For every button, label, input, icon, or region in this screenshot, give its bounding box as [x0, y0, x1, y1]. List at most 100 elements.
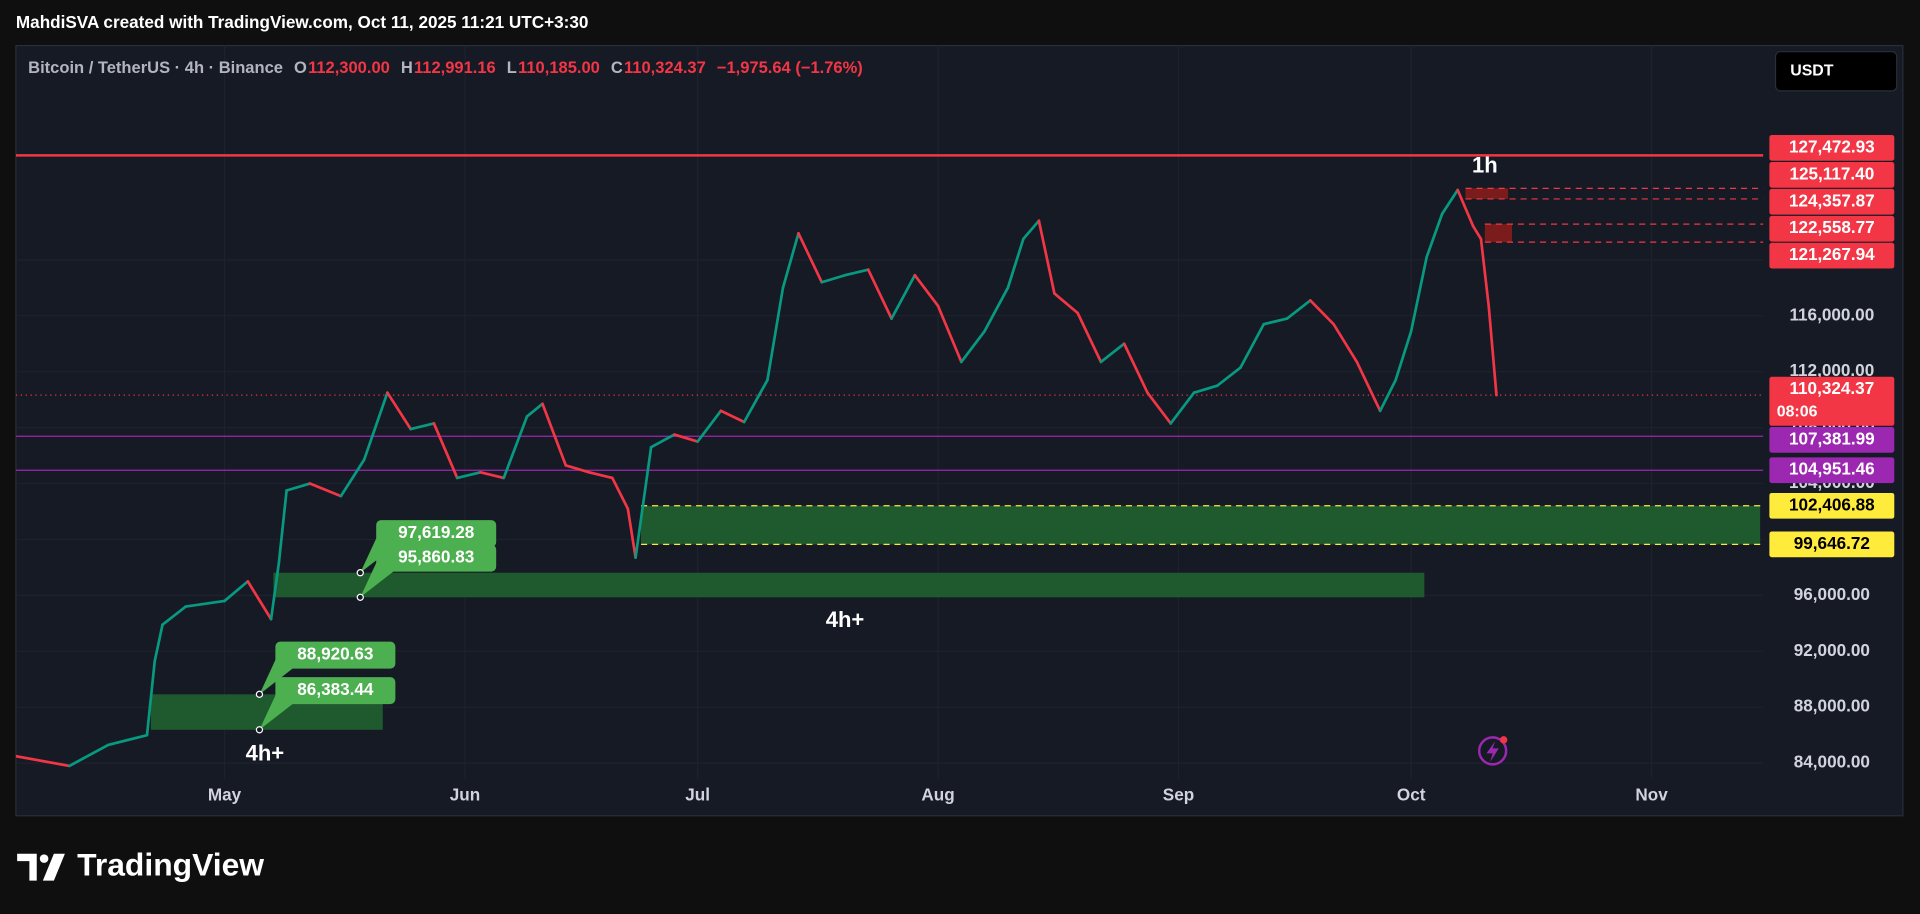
price-segment	[843, 268, 870, 277]
price-label: 99,646.72	[1794, 533, 1870, 553]
price-segment	[1076, 311, 1103, 364]
logo-mark	[17, 853, 37, 881]
price-segment	[626, 507, 637, 559]
price-label-box	[1769, 376, 1895, 426]
price-segment	[1487, 304, 1498, 397]
price-segment	[339, 458, 366, 498]
price-segment	[277, 489, 288, 565]
price-segment	[983, 286, 1010, 333]
callout-box	[376, 520, 497, 548]
price-segment	[223, 580, 250, 603]
price-label: 102,406.88	[1789, 494, 1875, 514]
price-label-box	[1769, 457, 1895, 484]
price-segment	[1479, 237, 1491, 308]
x-tick-label: Aug	[921, 785, 954, 805]
zone	[641, 505, 1761, 545]
price-segment	[161, 605, 188, 627]
x-tick-label: Sep	[1163, 785, 1194, 805]
callout-label: 95,860.83	[398, 547, 474, 567]
price-label-box	[1769, 242, 1895, 269]
price-segment	[890, 273, 917, 320]
price-segment	[432, 422, 459, 480]
callout-label: 88,920.63	[297, 644, 373, 664]
y-tick-label: 96,000.00	[1794, 584, 1870, 604]
price-segment	[525, 402, 544, 418]
price-segment	[184, 599, 226, 608]
x-tick-label: Jun	[450, 785, 480, 805]
price-segment	[936, 304, 963, 364]
ohlc-key: L	[507, 58, 517, 77]
price-segment	[541, 402, 568, 467]
price-countdown: 08:06	[1777, 404, 1818, 421]
price-segment	[1022, 219, 1041, 241]
zone	[273, 572, 1425, 598]
price-segment	[1440, 188, 1460, 216]
alert-dot[interactable]	[1500, 736, 1508, 744]
symbol: Bitcoin / TetherUS · 4h · Binance	[28, 58, 283, 77]
price-label: 124,357.87	[1789, 190, 1875, 210]
plot-area	[15, 45, 1764, 780]
y-tick-label: 84,000.00	[1794, 752, 1870, 772]
price-segment	[797, 231, 824, 284]
price-label-box	[1769, 215, 1895, 242]
price-segment	[362, 391, 389, 462]
price-segment	[269, 561, 281, 621]
price-segment	[1409, 255, 1429, 333]
ohlc-key: C	[611, 58, 623, 77]
y-tick-label: 92,000.00	[1794, 640, 1870, 660]
price-label: 107,381.99	[1789, 428, 1875, 448]
zone	[1465, 188, 1509, 199]
price-segment	[1262, 317, 1289, 326]
callout-anchor	[255, 726, 264, 734]
price-segment	[1285, 299, 1312, 320]
x-tick-label: May	[208, 785, 242, 805]
price-segment	[1394, 329, 1413, 382]
price-segment	[1215, 366, 1242, 388]
price-segment	[15, 754, 71, 768]
price-segment	[649, 433, 676, 449]
price-segment	[455, 470, 482, 480]
brand: TradingView	[77, 847, 264, 883]
price-segment	[502, 415, 529, 480]
zone	[1484, 224, 1512, 243]
callout-anchor	[356, 569, 364, 577]
price-segment	[1471, 224, 1483, 241]
credit: MahdiSVA created with TradingView.com, O…	[16, 12, 588, 32]
price-segment	[866, 268, 893, 320]
ohlc-key: O	[294, 58, 307, 77]
price-label-box	[1769, 531, 1895, 558]
price-segment	[1053, 292, 1080, 315]
price-segment	[766, 286, 785, 382]
price-segment	[1239, 322, 1266, 369]
price-segment	[1122, 342, 1149, 395]
currency-button[interactable]	[1774, 51, 1898, 92]
price-segment	[1099, 342, 1126, 364]
alert-ring[interactable]	[1477, 736, 1508, 766]
price-segment	[409, 422, 436, 431]
price-segment	[1425, 212, 1444, 259]
price-label: 127,472.93	[1789, 136, 1875, 156]
price-segment	[153, 623, 164, 663]
price-segment	[1192, 384, 1219, 395]
alert-bolt[interactable]	[1486, 741, 1499, 762]
ohlc-value: 112,300.00	[308, 58, 390, 77]
price-label-box	[1769, 161, 1895, 188]
price-label: 122,558.77	[1789, 217, 1875, 237]
currency-label[interactable]: USDT	[1790, 62, 1834, 79]
price-label-box	[1769, 492, 1895, 519]
brand-logo	[17, 853, 65, 881]
ohlc-value: 110,185.00	[518, 58, 600, 77]
y-tick-label: 116,000.00	[1789, 304, 1874, 324]
alert-icon[interactable]	[1477, 736, 1508, 766]
price-segment	[610, 476, 630, 511]
ohlc-value: 110,324.37	[624, 58, 706, 77]
price-label: 110,324.37	[1789, 378, 1874, 398]
price-segment	[68, 743, 110, 768]
price-segment	[564, 464, 591, 474]
x-tick-label: Nov	[1635, 785, 1668, 805]
price-segment	[1169, 391, 1196, 425]
annotation: 1h	[1472, 153, 1498, 178]
y-tick-label: 88,000.00	[1794, 696, 1870, 716]
